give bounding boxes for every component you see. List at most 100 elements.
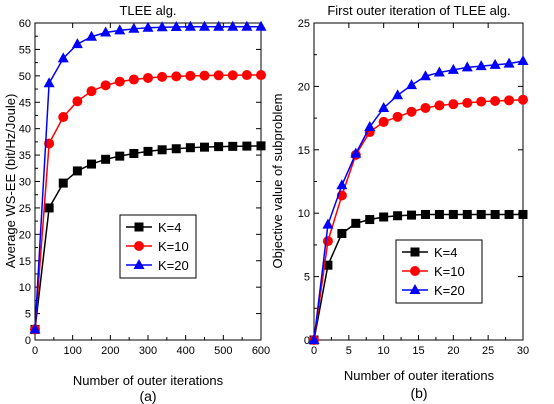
data-point xyxy=(350,147,362,158)
legend-label: K=10 xyxy=(434,264,465,279)
x-tick-label: 30 xyxy=(517,345,529,357)
data-point xyxy=(71,38,83,49)
data-point xyxy=(503,57,515,68)
legend-swatch-marker xyxy=(410,266,420,276)
y-tick-label: 25 xyxy=(19,203,31,215)
data-point xyxy=(171,144,181,154)
data-point xyxy=(476,96,487,107)
series-line xyxy=(313,213,523,341)
chart-title: First outer iteration of TLEE alg. xyxy=(327,3,510,18)
y-tick-label: 0 xyxy=(25,335,31,347)
panel-label: (a) xyxy=(139,388,156,404)
data-point xyxy=(448,209,458,219)
data-point xyxy=(323,260,333,270)
x-tick-label: 100 xyxy=(63,345,81,357)
data-point xyxy=(462,209,472,219)
x-tick-label: 0 xyxy=(32,345,38,357)
y-tick-label: 50 xyxy=(19,71,31,83)
data-point xyxy=(72,166,82,176)
x-tick-label: 0 xyxy=(311,345,317,357)
chart-panel-a: TLEE alg. 0 100 200 300 400 500 600 0 5 10 15 20 25 30… xyxy=(3,3,270,404)
data-point xyxy=(143,72,153,83)
data-point xyxy=(185,143,195,153)
data-point xyxy=(378,116,389,127)
data-point xyxy=(255,20,267,31)
legend: K=4 K=10 K=20 xyxy=(395,239,483,304)
data-point xyxy=(58,112,69,123)
data-point xyxy=(44,203,54,213)
data-point xyxy=(393,211,403,221)
x-tick-label: 20 xyxy=(447,345,459,357)
data-point xyxy=(407,210,417,220)
data-point xyxy=(336,179,348,190)
y-tick-label: 55 xyxy=(19,44,31,56)
data-point xyxy=(490,95,501,106)
data-point xyxy=(171,71,182,82)
data-point xyxy=(128,22,140,33)
series-k-4 xyxy=(309,209,528,345)
legend-label: K=20 xyxy=(158,258,189,273)
x-tick-label: 600 xyxy=(252,345,270,357)
x-tick-label: 10 xyxy=(378,345,390,357)
data-point xyxy=(129,148,139,158)
x-tick-label: 15 xyxy=(412,345,424,357)
legend: K=4 K=10 K=20 xyxy=(119,214,197,279)
data-point xyxy=(100,26,112,37)
chart-title: TLEE alg. xyxy=(119,3,176,18)
data-point xyxy=(433,66,445,77)
data-point xyxy=(337,228,347,238)
data-point xyxy=(184,20,196,31)
data-point xyxy=(406,79,418,90)
x-tick-label: 200 xyxy=(101,345,119,357)
y-tick-label: 60 xyxy=(19,18,31,30)
data-point xyxy=(114,76,125,87)
legend-label: K=20 xyxy=(434,283,465,298)
legend-swatch-marker xyxy=(134,222,144,232)
data-point xyxy=(518,209,528,219)
data-point xyxy=(490,209,500,219)
data-point xyxy=(228,141,238,151)
data-point xyxy=(128,74,139,85)
data-point xyxy=(213,70,224,81)
data-point xyxy=(29,323,41,334)
data-point xyxy=(462,97,473,108)
data-point xyxy=(447,63,459,74)
series-line xyxy=(313,60,524,341)
x-axis-title: Number of outer iterations xyxy=(73,373,224,388)
data-point xyxy=(227,70,238,81)
y-axis-title: Average WS-EE (bit/Hz/Joule) xyxy=(3,94,18,269)
data-point xyxy=(489,58,501,69)
data-point xyxy=(517,55,529,66)
data-point xyxy=(115,151,125,161)
y-axis-title: Objective value of subproblem xyxy=(270,94,285,269)
data-point xyxy=(448,99,459,110)
data-point xyxy=(199,70,210,81)
legend-label: K=4 xyxy=(158,220,182,235)
data-point xyxy=(476,209,486,219)
data-point xyxy=(100,80,111,91)
data-point xyxy=(87,159,96,169)
x-tick-label: 400 xyxy=(176,345,194,357)
data-point xyxy=(143,146,153,156)
y-tick-label: 30 xyxy=(19,177,31,189)
y-tick-label: 35 xyxy=(19,150,31,162)
data-point xyxy=(58,178,68,188)
data-point xyxy=(86,86,97,97)
data-point xyxy=(241,20,253,31)
data-point xyxy=(392,111,403,122)
data-point xyxy=(392,89,404,100)
data-point xyxy=(434,100,445,111)
x-tick-label: 500 xyxy=(214,345,232,357)
data-point xyxy=(214,142,224,152)
data-point xyxy=(434,209,444,219)
plot-frame xyxy=(34,22,262,341)
y-tick-label: 5 xyxy=(25,309,31,321)
x-axis-title: Number of outer iterations xyxy=(344,368,495,383)
y-tick-label: 15 xyxy=(298,145,310,157)
data-point xyxy=(227,20,239,31)
chart-panel-b: First outer iteration of TLEE alg. 0 5 10 15… xyxy=(270,3,529,401)
y-tick-label: 20 xyxy=(298,81,310,93)
data-point xyxy=(157,145,167,155)
y-tick-label: 20 xyxy=(19,229,31,241)
